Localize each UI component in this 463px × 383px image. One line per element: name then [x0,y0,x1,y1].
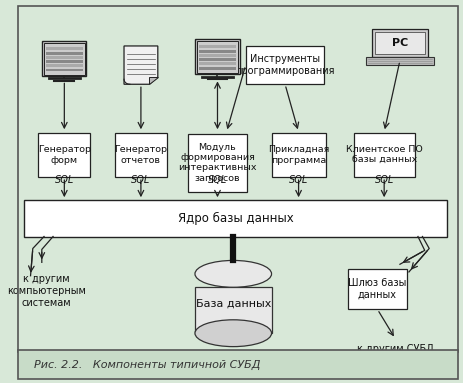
Ellipse shape [195,260,271,287]
Text: к другим
компьютерным
системам: к другим компьютерным системам [7,275,86,308]
Text: SQL: SQL [131,175,150,185]
Polygon shape [150,77,158,84]
FancyBboxPatch shape [197,41,238,73]
Text: SQL: SQL [55,175,74,185]
FancyBboxPatch shape [42,41,87,76]
FancyBboxPatch shape [46,56,82,59]
Text: Ядро базы данных: Ядро базы данных [178,212,294,225]
FancyBboxPatch shape [46,69,82,72]
Text: Клиентское ПО
базы данных: Клиентское ПО базы данных [346,146,423,165]
FancyBboxPatch shape [188,134,247,192]
Text: к другим СУБД: к другим СУБД [357,344,434,354]
FancyBboxPatch shape [115,133,167,177]
Text: Генератор
форм: Генератор форм [38,146,91,165]
FancyBboxPatch shape [199,62,236,65]
FancyBboxPatch shape [348,269,407,309]
Text: PC: PC [392,38,408,48]
Text: SQL: SQL [289,175,308,185]
FancyBboxPatch shape [366,57,434,65]
Ellipse shape [195,320,271,347]
FancyBboxPatch shape [46,64,82,67]
Text: База данных: База данных [195,298,271,309]
Text: Рис. 2.2.   Компоненты типичной СУБД: Рис. 2.2. Компоненты типичной СУБД [34,360,261,370]
FancyBboxPatch shape [199,67,236,70]
Text: Инструменты
программирования: Инструменты программирования [235,54,335,76]
Text: Шлюз базы
данных: Шлюз базы данных [348,278,407,300]
FancyBboxPatch shape [375,32,425,54]
FancyBboxPatch shape [371,29,428,57]
FancyBboxPatch shape [199,50,236,52]
Text: SQL: SQL [375,175,394,185]
FancyBboxPatch shape [199,46,236,48]
Text: Прикладная
программа: Прикладная программа [268,146,329,165]
FancyBboxPatch shape [24,200,447,237]
FancyBboxPatch shape [199,54,236,57]
FancyBboxPatch shape [46,60,82,63]
FancyBboxPatch shape [246,46,325,84]
FancyBboxPatch shape [44,43,85,75]
FancyBboxPatch shape [354,133,414,177]
FancyBboxPatch shape [195,287,271,333]
FancyBboxPatch shape [46,52,82,54]
FancyBboxPatch shape [271,133,325,177]
FancyBboxPatch shape [38,133,90,177]
Polygon shape [124,46,158,84]
FancyBboxPatch shape [199,58,236,61]
FancyBboxPatch shape [46,47,82,50]
FancyBboxPatch shape [18,350,457,379]
Text: Модуль
формирования
интерактивных
запросов: Модуль формирования интерактивных запрос… [178,143,257,183]
Text: SQL: SQL [208,175,227,185]
FancyBboxPatch shape [195,39,239,74]
Text: Генератор
отчетов: Генератор отчетов [114,146,168,165]
